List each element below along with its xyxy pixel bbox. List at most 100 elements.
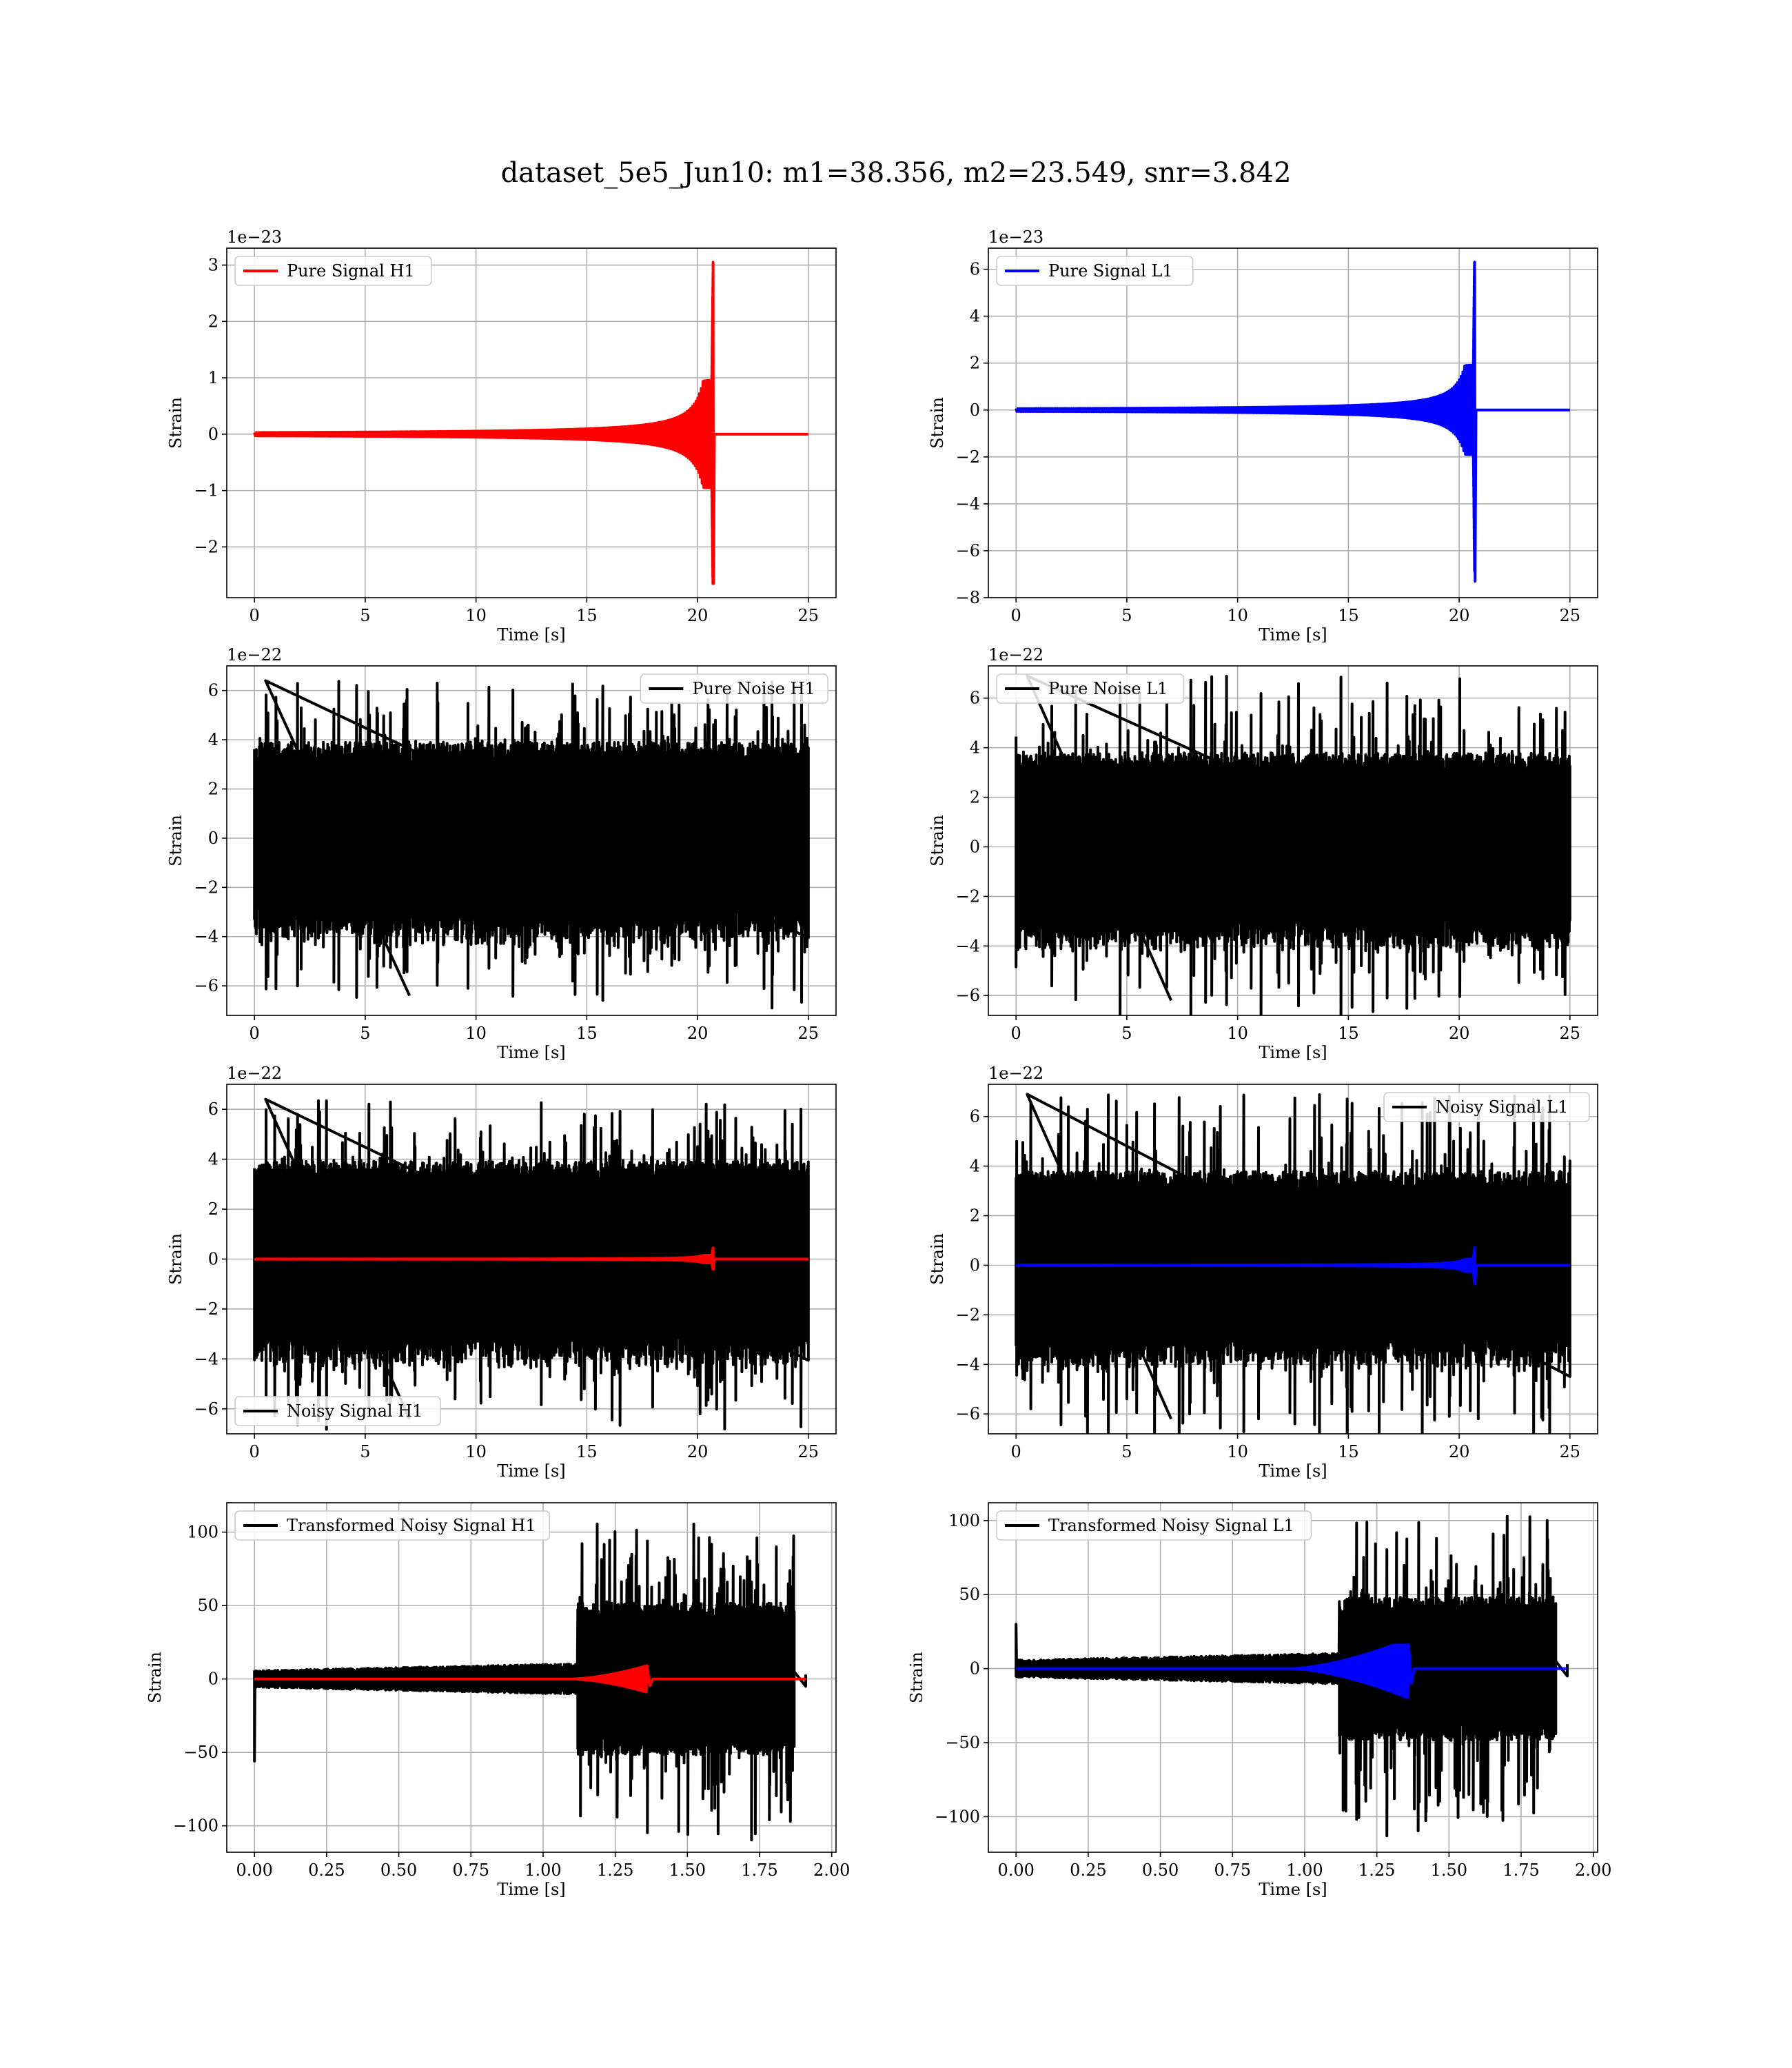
axes-frame — [988, 1084, 1598, 1435]
legend: Transformed Noisy Signal H1 — [234, 1510, 551, 1541]
x-axis-label: Time [s] — [497, 1880, 565, 1899]
x-tick-label: 5 — [360, 1024, 370, 1043]
y-tick-label: 0 — [208, 1670, 218, 1689]
y-tick-label: 4 — [970, 738, 980, 758]
legend: Pure Signal L1 — [996, 256, 1194, 286]
y-tick-label: −50 — [945, 1733, 980, 1752]
y-axis-label: Strain — [907, 1652, 926, 1703]
y-tick-label: −2 — [956, 447, 980, 467]
x-tick-label: 0 — [250, 1442, 260, 1461]
subplot-pure_signal_h1: 0 5 10 15 20 25 −2 −1 0 1 2 3 Time [s] Strain 1e−23Pur… — [166, 227, 837, 645]
subplot-pure_signal_l1: 0 5 10 15 20 25 −8 −6 −4 −2 0 2 4 6 Time [s] Strain 1e−2… — [928, 227, 1598, 645]
y-tick-label: 50 — [959, 1585, 980, 1604]
y-tick-label: 1 — [208, 368, 218, 387]
legend-label: Noisy Signal L1 — [1436, 1097, 1568, 1117]
axes-frame — [226, 665, 837, 1016]
x-tick-label: 20 — [1449, 606, 1470, 625]
x-tick-label: 10 — [465, 1024, 487, 1043]
x-axis-label: Time [s] — [497, 625, 565, 645]
y-tick-label: −6 — [194, 1399, 218, 1419]
series-line — [1015, 1514, 1569, 1838]
x-tick-label: 0 — [1011, 606, 1021, 625]
y-tick-label: −2 — [956, 886, 980, 906]
x-tick-label: 25 — [798, 1024, 819, 1043]
y-tick-label: −6 — [956, 1404, 980, 1423]
x-tick-label: 15 — [576, 606, 598, 625]
legend-box — [234, 256, 432, 286]
y-tick-label: −6 — [956, 541, 980, 560]
y-tick-label: 6 — [970, 689, 980, 708]
x-tick-label: 0.50 — [380, 1861, 417, 1880]
axes-frame — [988, 1502, 1598, 1853]
y-tick-label: 4 — [208, 1150, 218, 1169]
y-tick-label: −2 — [194, 537, 218, 556]
x-tick-label: 25 — [1560, 1024, 1581, 1043]
offset-text: 1e−22 — [227, 645, 282, 665]
y-tick-label: 6 — [970, 1107, 980, 1126]
x-axis-label: Time [s] — [497, 1461, 565, 1481]
axes-frame — [988, 665, 1598, 1016]
x-tick-label: 20 — [1449, 1442, 1470, 1461]
legend-label: Transformed Noisy Signal L1 — [1048, 1516, 1294, 1535]
x-tick-label: 0.25 — [1070, 1861, 1106, 1880]
x-tick-label: 20 — [687, 1442, 709, 1461]
x-tick-label: 15 — [576, 1442, 598, 1461]
series-group — [253, 1097, 810, 1431]
series-line — [253, 261, 808, 585]
subplot-transformed_noisy_signal_l1: 0.00 0.25 0.50 0.75 1.00 1.25 1.50 1.75 2.00 −100… — [907, 1502, 1611, 1899]
x-tick-label: 1.75 — [741, 1861, 777, 1880]
y-tick-label: −1 — [194, 481, 218, 500]
series-group — [253, 1522, 807, 1842]
y-tick-label: 6 — [970, 260, 980, 279]
series-line — [254, 1246, 808, 1270]
x-tick-label: 15 — [1338, 1024, 1359, 1043]
x-tick-label: 5 — [1121, 1442, 1132, 1461]
subplot-pure_noise_l1: 0 5 10 15 20 25 −6 −4 −2 0 2 4 6 Time [s] Strain 1e−22 P… — [928, 645, 1598, 1062]
offset-text: 1e−22 — [227, 1064, 282, 1083]
y-tick-label: 2 — [970, 1206, 980, 1226]
y-tick-label: −2 — [956, 1305, 980, 1324]
y-tick-label: −4 — [956, 936, 980, 955]
figure-title: dataset_5e5_Jun10: m1=38.356, m2=23.549,… — [500, 157, 1292, 189]
x-tick-label: 10 — [1227, 1024, 1248, 1043]
y-tick-label: 50 — [197, 1596, 218, 1615]
y-axis-label: Strain — [928, 815, 947, 866]
offset-text: 1e−23 — [988, 227, 1043, 247]
y-tick-label: −50 — [183, 1743, 218, 1762]
x-tick-label: 2.00 — [813, 1861, 850, 1880]
y-tick-label: −4 — [194, 1349, 218, 1368]
series-line — [253, 679, 810, 1010]
legend-label: Pure Noise H1 — [692, 679, 815, 698]
y-tick-label: 0 — [970, 1255, 980, 1275]
legend: Pure Noise H1 — [640, 673, 828, 704]
series-line — [1015, 674, 1571, 1015]
y-tick-label: 0 — [208, 1250, 218, 1269]
y-tick-label: 4 — [970, 307, 980, 326]
y-tick-label: 3 — [208, 256, 218, 275]
y-tick-label: 4 — [970, 1157, 980, 1176]
y-tick-label: 2 — [970, 788, 980, 807]
y-tick-label: 0 — [970, 1659, 980, 1679]
x-tick-label: 1.25 — [597, 1861, 633, 1880]
subplot-noisy_signal_h1: 0 5 10 15 20 25 −6 −4 −2 0 2 4 6 Time [s] Strain 1e−22 N… — [166, 1064, 837, 1481]
x-tick-label: 25 — [1560, 606, 1581, 625]
series-group — [1015, 1093, 1571, 1434]
legend-label: Pure Noise L1 — [1048, 679, 1168, 698]
legend: Noisy Signal L1 — [1383, 1092, 1590, 1122]
y-tick-label: −4 — [194, 927, 218, 946]
y-tick-label: 0 — [970, 837, 980, 856]
x-tick-label: 1.50 — [669, 1861, 706, 1880]
series-line — [1015, 261, 1570, 583]
x-tick-label: 1.75 — [1503, 1861, 1539, 1880]
legend-label: Pure Signal H1 — [287, 261, 415, 281]
series-group — [1015, 674, 1571, 1015]
x-tick-label: 5 — [360, 606, 370, 625]
legend: Transformed Noisy Signal L1 — [996, 1510, 1312, 1541]
legend-box — [996, 673, 1185, 704]
x-tick-label: 0.00 — [997, 1861, 1034, 1880]
x-tick-label: 15 — [576, 1024, 598, 1043]
x-tick-label: 1.00 — [1286, 1861, 1323, 1880]
x-tick-label: 15 — [1338, 1442, 1359, 1461]
y-axis-label: Strain — [166, 815, 185, 866]
legend-box — [996, 1510, 1312, 1541]
